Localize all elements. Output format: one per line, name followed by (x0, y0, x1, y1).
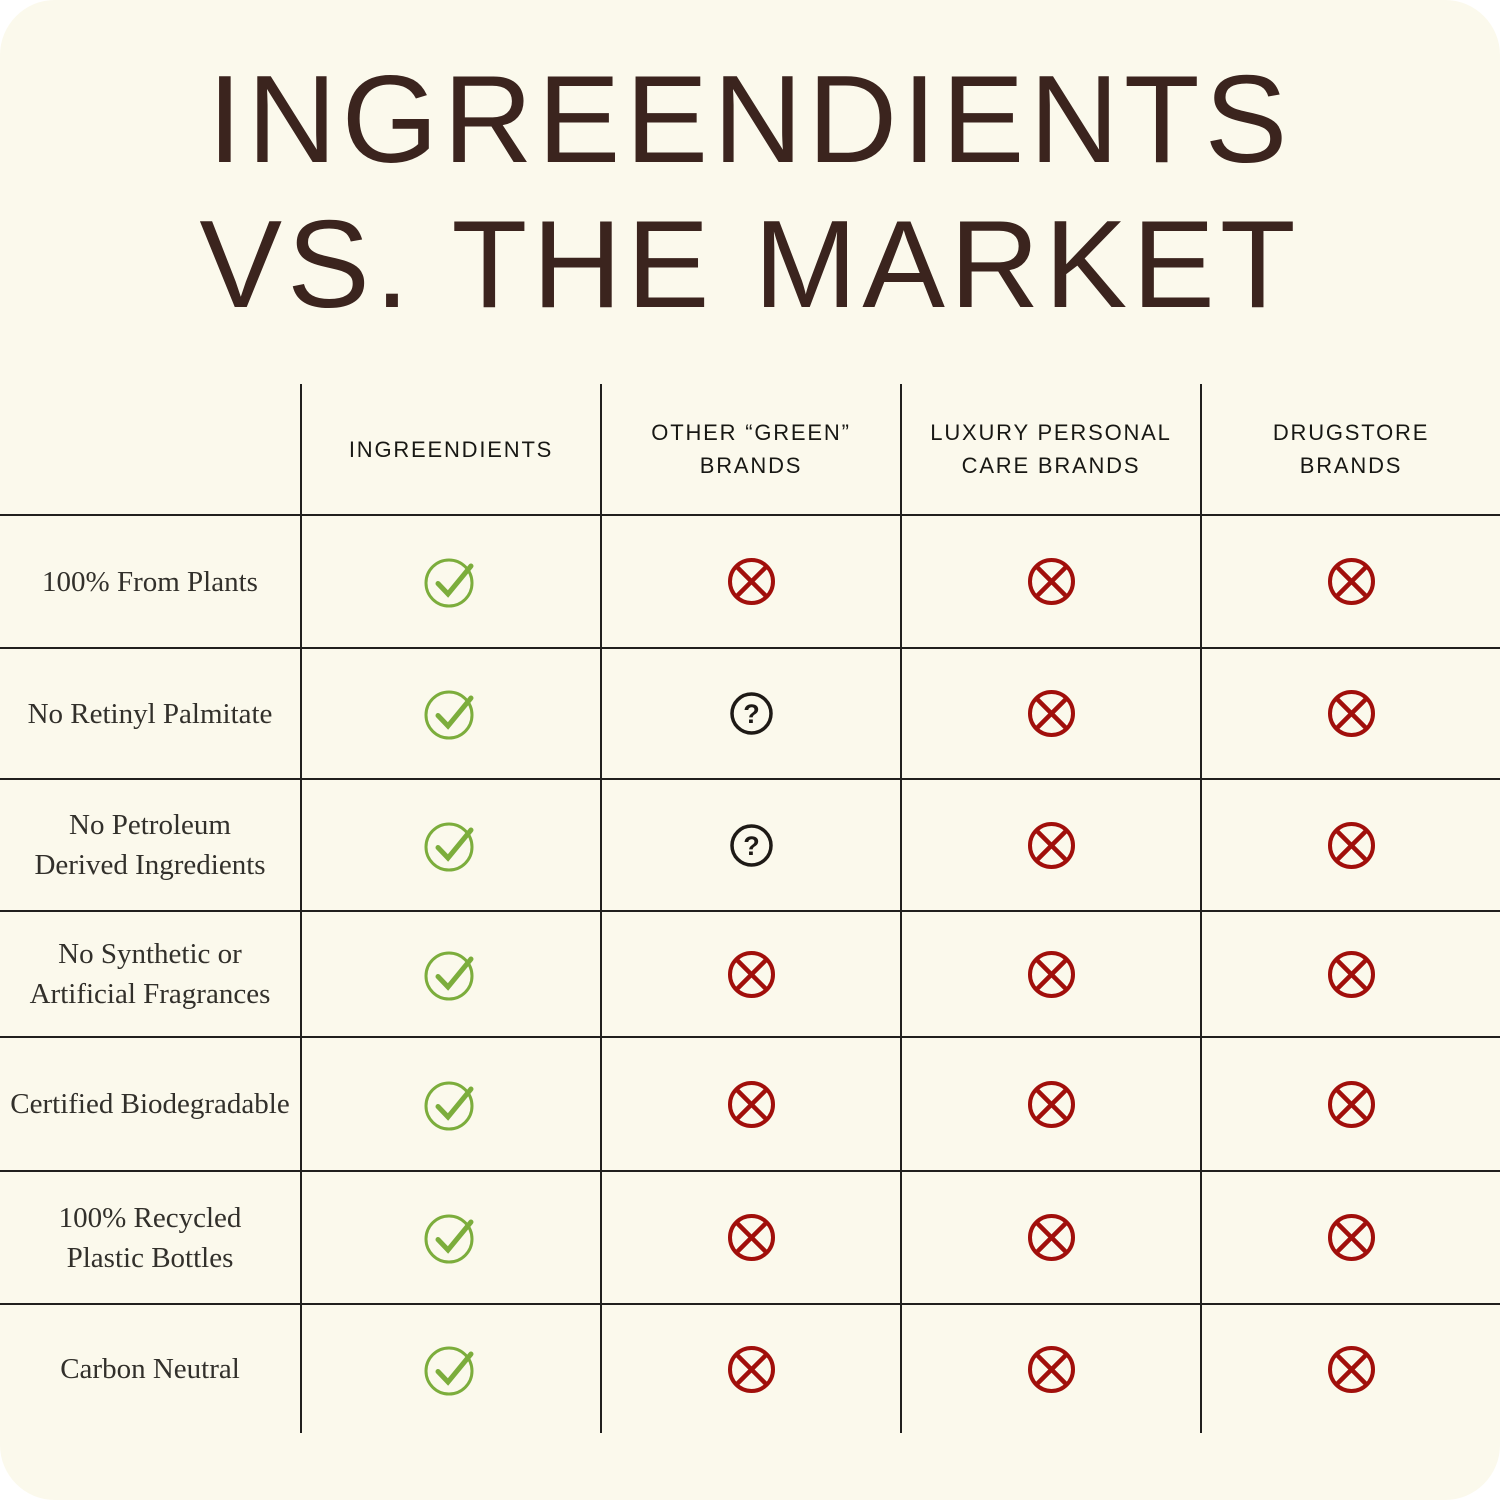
cross-icon (1027, 821, 1075, 869)
table-row: Certified Biodegradable (0, 1036, 1500, 1170)
table-header-row: INGREENDIENTS OTHER “GREEN” BRANDS LUXUR… (0, 384, 1500, 514)
cross-cell (900, 780, 1200, 910)
row-label: Certified Biodegradable (10, 1088, 290, 1120)
page-title: INGREENDIENTS VS. THE MARKET (0, 48, 1500, 338)
cross-cell (900, 1172, 1200, 1303)
cross-cell (1200, 912, 1500, 1036)
row-label: 100% Recycled Plastic Bottles (58, 1201, 242, 1274)
cross-cell (900, 1038, 1200, 1170)
column-header-luxury-personal-care-brands: LUXURY PERSONAL CARE BRANDS (900, 384, 1200, 514)
cross-icon (1027, 1345, 1075, 1393)
row-label: No Petroleum Derived Ingredients (34, 809, 266, 881)
cross-icon (1327, 1080, 1375, 1128)
cross-icon (1027, 950, 1075, 998)
check-icon (424, 1214, 473, 1264)
column-header-ingreendients: INGREENDIENTS (300, 384, 600, 514)
check-cell (300, 1038, 600, 1170)
column-header-drugstore-brands: DRUGSTORE BRANDS (1200, 384, 1500, 514)
check-cell (300, 912, 600, 1036)
column-header-other-green-brands: OTHER “GREEN” BRANDS (600, 384, 900, 514)
cross-icon (1327, 1345, 1375, 1393)
check-cell (300, 649, 600, 778)
title-line-2: VS. THE MARKET (199, 196, 1301, 334)
question-cell: ? (600, 780, 900, 910)
table-body: 100% From Plants No Retinyl Palmitate ? … (0, 514, 1500, 1433)
cross-icon (1027, 1080, 1075, 1128)
cross-icon (1327, 1214, 1375, 1261)
check-icon (424, 822, 473, 871)
cross-icon (1327, 950, 1375, 998)
header-empty-cell (0, 384, 300, 514)
cross-cell (1200, 1038, 1500, 1170)
cross-icon (1027, 1214, 1075, 1261)
cross-icon (1327, 821, 1375, 869)
cross-cell (600, 1172, 900, 1303)
question-icon: ? (729, 692, 773, 735)
table-row: No Retinyl Palmitate ? (0, 647, 1500, 778)
table-row: No Synthetic or Artificial Fragrances (0, 910, 1500, 1036)
cross-cell (1200, 780, 1500, 910)
cross-cell (600, 1305, 900, 1433)
cross-cell (1200, 1305, 1500, 1433)
row-label: No Retinyl Palmitate (27, 697, 273, 730)
check-icon (424, 558, 473, 608)
cross-cell (600, 516, 900, 647)
check-cell (300, 1305, 600, 1433)
table-row: 100% Recycled Plastic Bottles (0, 1170, 1500, 1303)
cross-cell (1200, 516, 1500, 647)
check-cell (300, 780, 600, 910)
svg-text:?: ? (743, 831, 760, 861)
cross-cell (900, 1305, 1200, 1433)
check-icon (424, 1346, 473, 1395)
cross-cell (1200, 1172, 1500, 1303)
question-icon: ? (729, 823, 773, 867)
cross-icon (727, 1214, 775, 1261)
svg-text:?: ? (743, 699, 760, 729)
cross-cell (900, 649, 1200, 778)
cross-cell (600, 912, 900, 1036)
check-icon (424, 1081, 473, 1130)
cross-icon (727, 950, 775, 998)
row-label: Carbon Neutral (60, 1353, 240, 1385)
row-label: No Synthetic or Artificial Fragrances (29, 938, 271, 1010)
cross-cell (600, 1038, 900, 1170)
check-icon (424, 951, 473, 1000)
cross-icon (1027, 558, 1075, 605)
cross-icon (727, 1345, 775, 1393)
cross-icon (727, 1080, 775, 1128)
question-cell: ? (600, 649, 900, 778)
cross-icon (1327, 690, 1375, 737)
cross-icon (1327, 558, 1375, 605)
cross-cell (900, 912, 1200, 1036)
cross-cell (900, 516, 1200, 647)
title-line-1: INGREENDIENTS (207, 51, 1293, 189)
cross-icon (727, 558, 775, 605)
table-row: Carbon Neutral (0, 1303, 1500, 1433)
table-row: No Petroleum Derived Ingredients ? (0, 778, 1500, 910)
cross-cell (1200, 649, 1500, 778)
check-cell (300, 516, 600, 647)
check-cell (300, 1172, 600, 1303)
comparison-table: INGREENDIENTS OTHER “GREEN” BRANDS LUXUR… (0, 384, 1500, 1433)
row-label: 100% From Plants (42, 565, 258, 598)
check-icon (424, 690, 473, 740)
table-row: 100% From Plants (0, 514, 1500, 647)
cross-icon (1027, 690, 1075, 737)
